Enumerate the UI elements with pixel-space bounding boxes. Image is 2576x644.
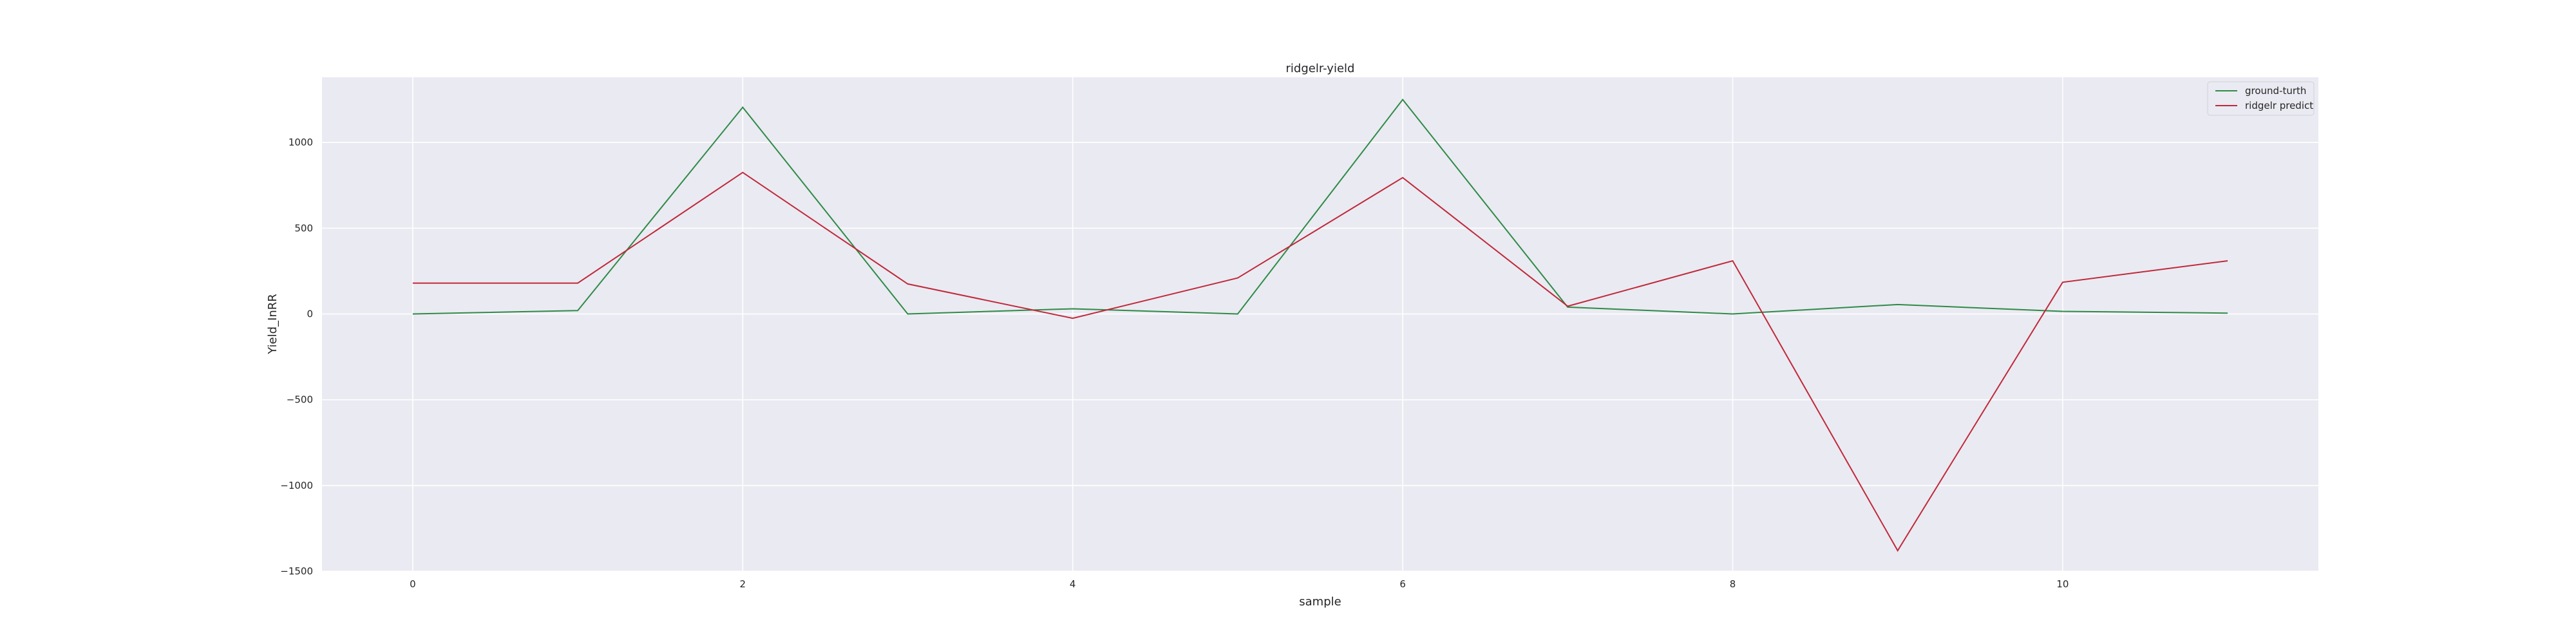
- chart-title: ridgelr-yield: [1286, 62, 1355, 75]
- y-tick-label: 500: [294, 222, 313, 234]
- legend: ground-turth ridgelr predict: [2207, 81, 2315, 116]
- y-tick-label: 0: [307, 308, 313, 320]
- legend-label-ground-turth: ground-turth: [2245, 85, 2306, 97]
- series-line-ground-turth: [412, 98, 2228, 315]
- legend-label-ridgelr-predict: ridgelr predict: [2245, 100, 2313, 111]
- x-tick-label: 4: [1070, 578, 1076, 590]
- y-tick-label: −1500: [280, 565, 313, 577]
- series-line-ridgelr-predict: [412, 171, 2228, 552]
- x-tick-label: 6: [1399, 578, 1406, 590]
- x-tick-label: 10: [2056, 578, 2069, 590]
- x-tick-labels: 0 2 4 6 8 10: [410, 578, 2069, 590]
- y-tick-label: −500: [287, 394, 313, 406]
- y-tick-label: −1000: [280, 480, 313, 491]
- x-tick-label: 0: [410, 578, 416, 590]
- x-axis-label: sample: [1299, 595, 1341, 609]
- x-tick-label: 2: [740, 578, 746, 590]
- series-lines: [412, 98, 2228, 552]
- plot-background: [322, 77, 2318, 571]
- grid-lines: [322, 77, 2318, 572]
- x-tick-label: 8: [1730, 578, 1736, 590]
- y-axis-label: Yield_InRR: [266, 294, 279, 355]
- y-tick-label: 1000: [289, 137, 313, 148]
- y-tick-labels: −1500 −1000 −500 0 500 1000: [280, 137, 313, 577]
